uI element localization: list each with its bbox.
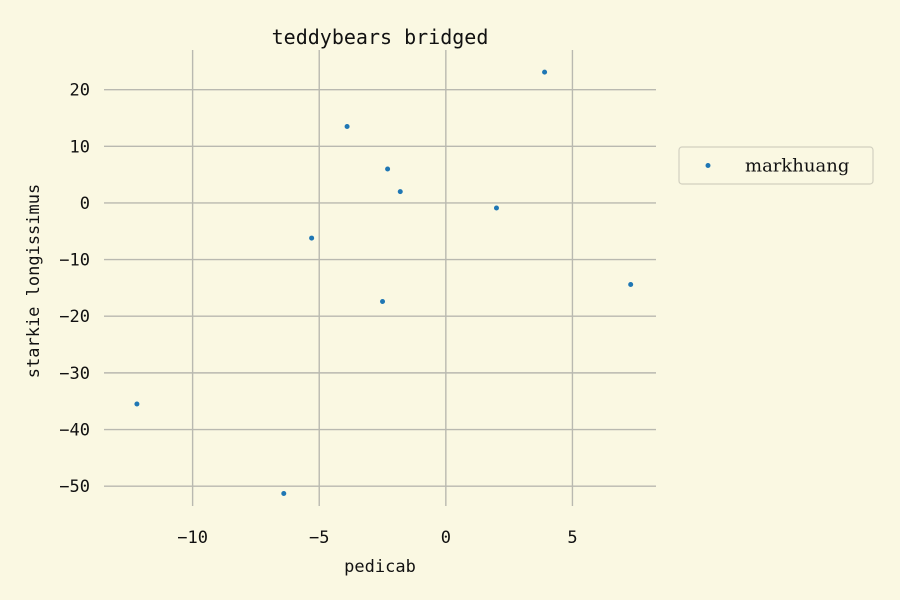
y-tick-label: 10	[70, 137, 90, 157]
y-tick-label: −50	[59, 477, 90, 497]
y-tick-label: −30	[59, 364, 90, 384]
grid-lines	[104, 50, 656, 506]
legend-marker	[705, 163, 711, 168]
y-tick-label: −10	[59, 251, 90, 271]
data-point	[281, 491, 287, 497]
y-axis-label: starkie longissimus	[24, 184, 44, 378]
data-point	[542, 69, 548, 75]
legend-frame	[678, 146, 874, 185]
data-points	[134, 69, 634, 497]
y-tick-label: −20	[59, 307, 90, 327]
x-tick-label: −10	[177, 528, 208, 548]
y-tick-label: 20	[70, 81, 90, 101]
data-point	[493, 205, 499, 211]
x-tick-label: 0	[441, 528, 451, 548]
data-point	[385, 166, 391, 172]
data-point	[628, 282, 634, 288]
data-point	[397, 189, 403, 195]
legend: markhuang	[678, 146, 874, 185]
data-point	[309, 235, 315, 241]
x-axis-label: pedicab	[344, 557, 416, 577]
x-tick-label: −5	[309, 528, 329, 548]
x-tick-label: 5	[567, 528, 577, 548]
legend-label: markhuang	[745, 156, 849, 177]
data-point	[134, 401, 140, 407]
chart-title: teddybears bridged	[272, 25, 489, 49]
y-tick-label: 0	[80, 194, 90, 214]
data-point	[380, 299, 386, 305]
data-point	[344, 123, 350, 129]
y-tick-label: −40	[59, 421, 90, 441]
